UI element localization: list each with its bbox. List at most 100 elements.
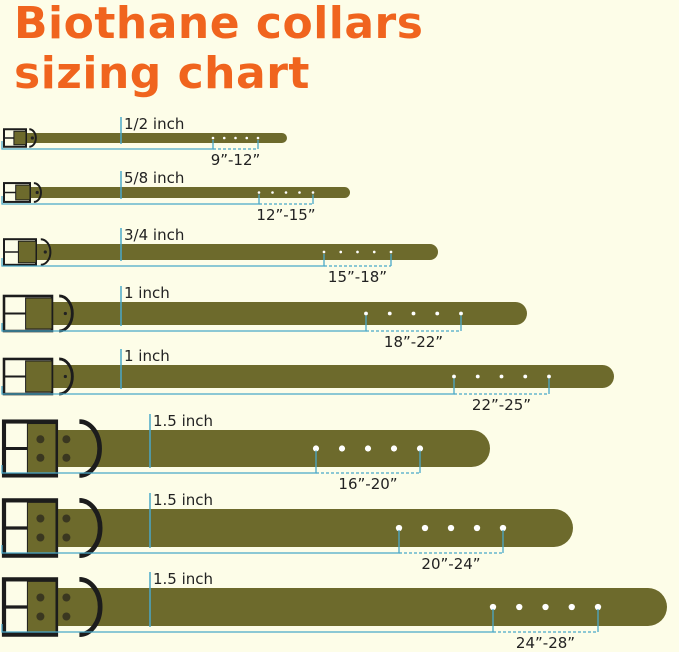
collar-strap (31, 588, 667, 626)
strap-hole (311, 191, 315, 194)
collar-row: 1/2 inch 9”-12” (1, 115, 287, 169)
collar-strap (15, 187, 350, 198)
strap-hole (435, 311, 440, 316)
strap-hole (452, 374, 456, 379)
length-measure-bracket (1, 140, 214, 150)
length-measure-bracket (1, 194, 260, 205)
buckle-keeper (26, 423, 57, 474)
collar-strap (31, 430, 490, 467)
strap-hole (364, 311, 368, 316)
rivet-icon (62, 612, 71, 621)
collar-row: 1.5 inch 16”-20” (1, 412, 490, 493)
buckle-keeper (13, 130, 27, 146)
strap-hole (416, 445, 424, 452)
strap-hole (390, 445, 398, 452)
collar-row: 1.5 inch 24”-28” (1, 570, 667, 652)
collar-width-label: 1/2 inch (124, 115, 184, 133)
rivet-icon (36, 612, 45, 621)
collar-row: 5/8 inch 12”-15” (1, 169, 350, 224)
strap-hole (322, 250, 326, 254)
strap-hole (257, 191, 261, 194)
length-measure-bracket (1, 530, 400, 554)
size-range-label: 24”-28” (516, 634, 575, 652)
strap-hole (338, 445, 346, 452)
collar-row: 3/4 inch 15”-18” (1, 226, 438, 286)
strap-hole (568, 603, 575, 611)
collar-width-label: 1.5 inch (153, 491, 213, 509)
strap-hole (523, 374, 528, 379)
size-range-label: 9”-12” (211, 151, 261, 169)
strap-hole (372, 250, 376, 254)
rivet-icon (43, 250, 47, 254)
strap-hole (245, 136, 249, 140)
collar-width-label: 1 inch (124, 284, 170, 302)
strap-hole (542, 603, 549, 611)
d-ring-icon (29, 128, 37, 148)
strap-hole (256, 136, 260, 140)
size-range-label: 22”-25” (472, 396, 531, 414)
strap-hole (499, 524, 507, 532)
strap-hole (271, 191, 274, 194)
collar-strap (28, 302, 528, 325)
length-measure-bracket (1, 378, 455, 395)
size-range-label: 12”-15” (256, 206, 315, 224)
strap-hole (499, 374, 504, 379)
strap-hole (489, 603, 497, 611)
collar-width-label: 1 inch (124, 347, 170, 365)
strap-hole (284, 191, 288, 194)
rivet-icon (63, 374, 67, 379)
strap-hole (364, 445, 372, 452)
strap-hole (387, 311, 392, 316)
buckle-keeper (26, 501, 57, 555)
rivet-icon (36, 533, 45, 542)
rivet-icon (63, 311, 67, 316)
d-ring-icon (33, 182, 42, 203)
rivet-icon (62, 533, 71, 542)
collar-row: 1 inch 18”-22” (1, 284, 528, 351)
title-line-2: sizing chart (14, 48, 310, 99)
collar-row: 1.5 inch 20”-24” (1, 491, 573, 573)
title-line-1: Biothane collars (14, 0, 424, 49)
rivet-icon (36, 593, 45, 602)
collar-width-label: 1.5 inch (153, 570, 213, 588)
strap-hole (356, 250, 359, 254)
rivet-icon (36, 435, 45, 444)
rivet-icon (62, 453, 71, 462)
length-measure-bracket (1, 609, 494, 633)
collar-width-label: 1.5 inch (153, 412, 213, 430)
strap-hole (594, 603, 602, 611)
strap-hole (395, 524, 403, 532)
rivet-icon (36, 453, 45, 462)
strap-hole (312, 445, 320, 452)
strap-hole (222, 136, 226, 140)
size-range-label: 20”-24” (421, 555, 480, 573)
strap-hole (459, 311, 463, 316)
strap-hole (234, 136, 237, 140)
strap-hole (475, 374, 480, 379)
size-range-label: 16”-20” (338, 475, 397, 493)
rivet-icon (62, 593, 71, 602)
collar-strap (19, 244, 438, 260)
buckle-keeper (25, 297, 53, 330)
collar-width-label: 3/4 inch (124, 226, 184, 244)
buckle-keeper (26, 580, 57, 634)
rivet-icon (62, 514, 71, 523)
d-ring-icon (59, 357, 74, 396)
strap-hole (298, 191, 301, 194)
strap-hole (516, 603, 523, 611)
strap-hole (421, 524, 429, 532)
buckle-keeper (25, 360, 53, 393)
rivet-icon (62, 435, 71, 444)
strap-hole (447, 524, 455, 532)
rivet-icon (30, 136, 34, 140)
length-measure-bracket (1, 315, 367, 332)
rivet-icon (35, 190, 39, 195)
strap-hole (411, 311, 416, 316)
collar-strap (31, 509, 573, 547)
size-range-label: 18”-22” (384, 333, 443, 351)
length-measure-bracket (1, 254, 325, 267)
d-ring-icon (40, 238, 52, 266)
strap-hole (389, 250, 393, 254)
